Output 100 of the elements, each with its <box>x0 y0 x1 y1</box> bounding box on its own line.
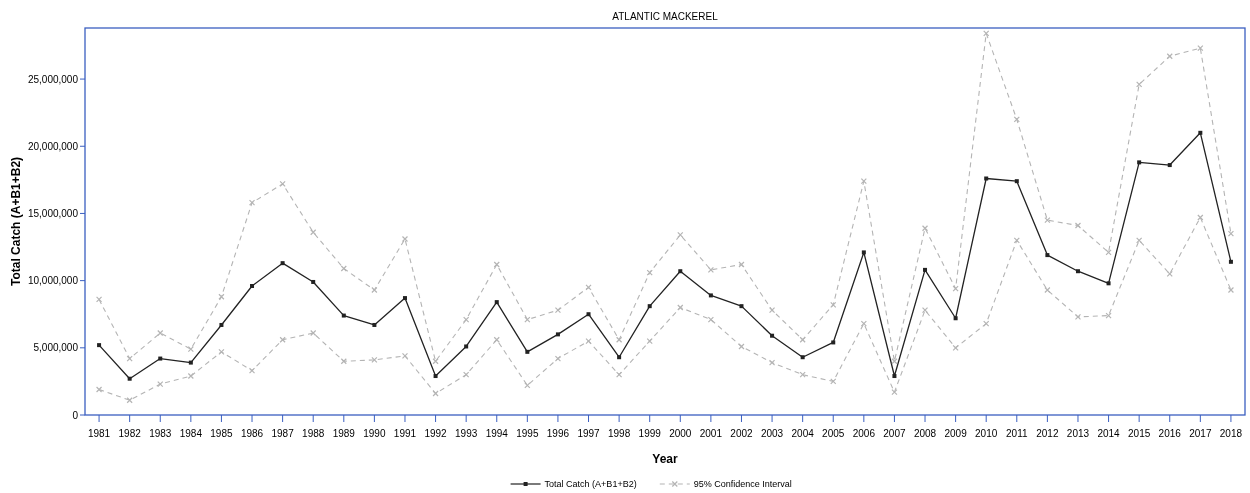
point <box>647 304 652 309</box>
point <box>248 199 256 206</box>
point <box>677 231 684 239</box>
point <box>248 367 256 374</box>
point <box>860 320 867 327</box>
point <box>554 355 562 362</box>
point <box>1136 81 1143 88</box>
x-tick-label: 2008 <box>913 428 937 439</box>
point <box>97 343 102 348</box>
y-axis-title: Total Catch (A+B1+B2) <box>9 156 23 287</box>
x-tick-label: 1998 <box>607 428 631 439</box>
point <box>126 355 133 362</box>
point <box>1227 230 1235 237</box>
x-tick-label: 1999 <box>638 428 662 439</box>
x-axis-title: Year <box>652 452 679 466</box>
point <box>1044 217 1051 224</box>
point <box>708 293 713 298</box>
x-tick-label: 2014 <box>1097 428 1121 439</box>
point <box>1197 45 1204 52</box>
point <box>1198 130 1203 135</box>
point <box>279 336 286 343</box>
y-tick-label: 20,000,000 <box>27 140 79 152</box>
point <box>95 296 103 303</box>
point <box>280 261 285 266</box>
x-tick-label: 1981 <box>87 428 111 439</box>
legend-label: 95% Confidence Interval <box>693 479 792 489</box>
point <box>371 356 378 364</box>
point <box>555 332 560 337</box>
point <box>617 355 622 360</box>
x-tick-label: 2003 <box>760 428 784 439</box>
point <box>126 397 133 404</box>
point <box>799 336 806 343</box>
point <box>341 313 346 318</box>
point <box>433 374 438 379</box>
x-tick-label: 2009 <box>944 428 968 439</box>
y-tick-label: 25,000,000 <box>27 73 79 85</box>
x-tick-label: 2005 <box>822 428 845 439</box>
point <box>188 360 193 365</box>
point <box>127 376 132 381</box>
point <box>1166 270 1173 278</box>
point <box>646 269 653 276</box>
point <box>463 371 470 378</box>
x-tick-label: 1992 <box>424 428 448 439</box>
x-tick-label: 1990 <box>363 428 386 439</box>
x-tick-label: 2015 <box>1128 428 1151 439</box>
chart-title: ATLANTIC MACKEREL <box>612 11 719 22</box>
point <box>1014 179 1019 184</box>
x-tick-label: 2007 <box>883 428 906 439</box>
x-tick-label: 1994 <box>485 428 509 439</box>
x-tick-label: 1997 <box>577 428 601 439</box>
x-tick-label: 1993 <box>455 428 478 439</box>
point <box>463 316 470 323</box>
point <box>1075 269 1080 274</box>
point <box>616 371 623 378</box>
point <box>95 386 103 393</box>
point <box>770 333 775 338</box>
point <box>953 316 958 321</box>
x-tick-label: 2017 <box>1189 428 1212 439</box>
point <box>739 304 744 309</box>
point <box>1136 237 1143 244</box>
point <box>891 358 898 365</box>
point <box>464 344 469 349</box>
x-tick-label: 1983 <box>149 428 172 439</box>
point <box>1167 163 1172 168</box>
x-tick-label: 2011 <box>1006 428 1028 439</box>
point <box>219 322 224 327</box>
point <box>494 300 499 305</box>
point <box>1074 222 1082 229</box>
y-tick-label: 5,000,000 <box>33 342 79 354</box>
point <box>585 284 592 291</box>
point <box>983 30 990 37</box>
x-tick-label: 1987 <box>271 428 295 439</box>
point <box>493 261 500 268</box>
point <box>921 225 929 232</box>
point <box>157 380 164 388</box>
x-tick-label: 1982 <box>118 428 142 439</box>
point <box>279 180 286 187</box>
x-tick-label: 2018 <box>1219 428 1243 439</box>
point <box>310 329 317 337</box>
x-tick-label: 2002 <box>730 428 754 439</box>
x-tick-label: 1996 <box>546 428 570 439</box>
point <box>768 359 776 366</box>
point <box>923 267 928 272</box>
x-tick-label: 1991 <box>393 428 417 439</box>
point <box>861 250 866 255</box>
x-tick-label: 2001 <box>699 428 723 439</box>
point <box>983 320 990 327</box>
point <box>768 307 776 314</box>
x-tick-label: 1995 <box>516 428 539 439</box>
point <box>401 352 409 359</box>
x-tick-label: 2012 <box>1036 428 1059 439</box>
legend-label: Total Catch (A+B1+B2) <box>544 479 637 489</box>
point <box>921 307 929 314</box>
point <box>984 176 989 181</box>
x-tick-label: 1988 <box>302 428 325 439</box>
point <box>340 265 347 272</box>
point <box>311 279 316 284</box>
point <box>554 307 562 314</box>
point <box>585 337 592 345</box>
point <box>831 340 836 345</box>
